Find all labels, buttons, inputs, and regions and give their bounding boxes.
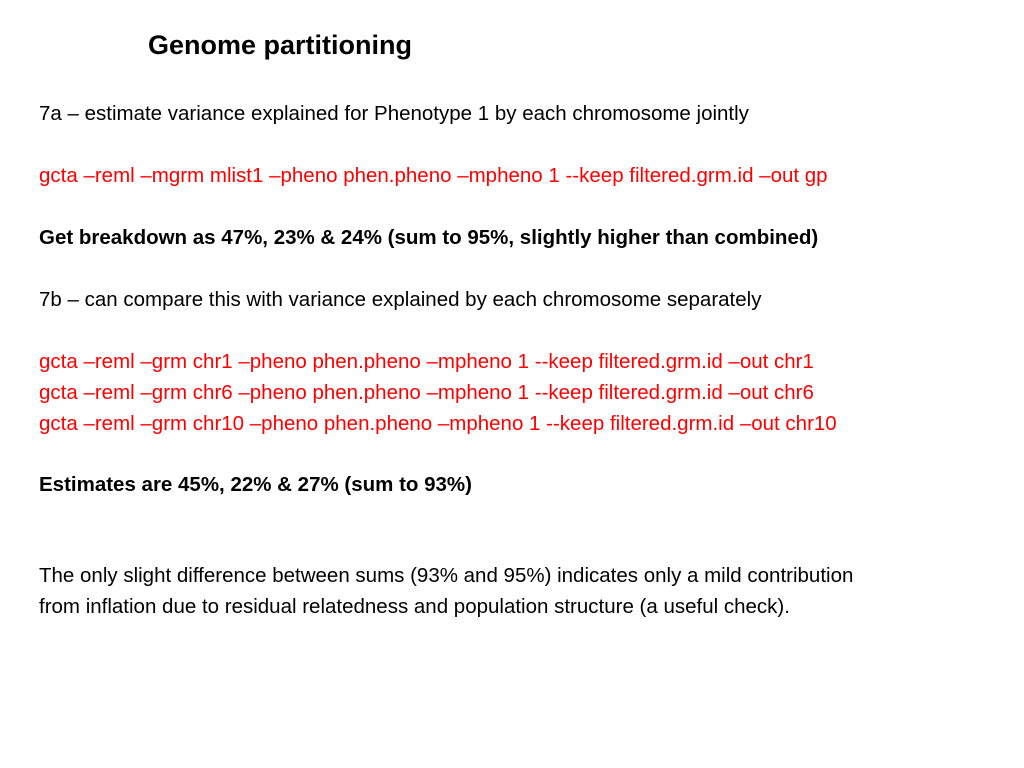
section-7a-command: gcta –reml –mgrm mlist1 –pheno phen.phen…: [39, 164, 828, 187]
section-7b-result: Estimates are 45%, 22% & 27% (sum to 93%…: [39, 473, 472, 496]
slide-title: Genome partitioning: [148, 30, 413, 60]
section-7b-command-chr10: gcta –reml –grm chr10 –pheno phen.pheno …: [39, 412, 837, 435]
section-7a-heading: 7a – estimate variance explained for Phe…: [39, 102, 749, 125]
section-7a-result: Get breakdown as 47%, 23% & 24% (sum to …: [39, 226, 819, 249]
section-7b-heading: 7b – can compare this with variance expl…: [39, 288, 762, 311]
conclusion-line-2: from inflation due to residual relatedne…: [39, 595, 790, 618]
section-7b-command-chr1: gcta –reml –grm chr1 –pheno phen.pheno –…: [39, 350, 814, 373]
section-7b-command-chr6: gcta –reml –grm chr6 –pheno phen.pheno –…: [39, 381, 814, 404]
conclusion-line-1: The only slight difference between sums …: [39, 564, 854, 587]
